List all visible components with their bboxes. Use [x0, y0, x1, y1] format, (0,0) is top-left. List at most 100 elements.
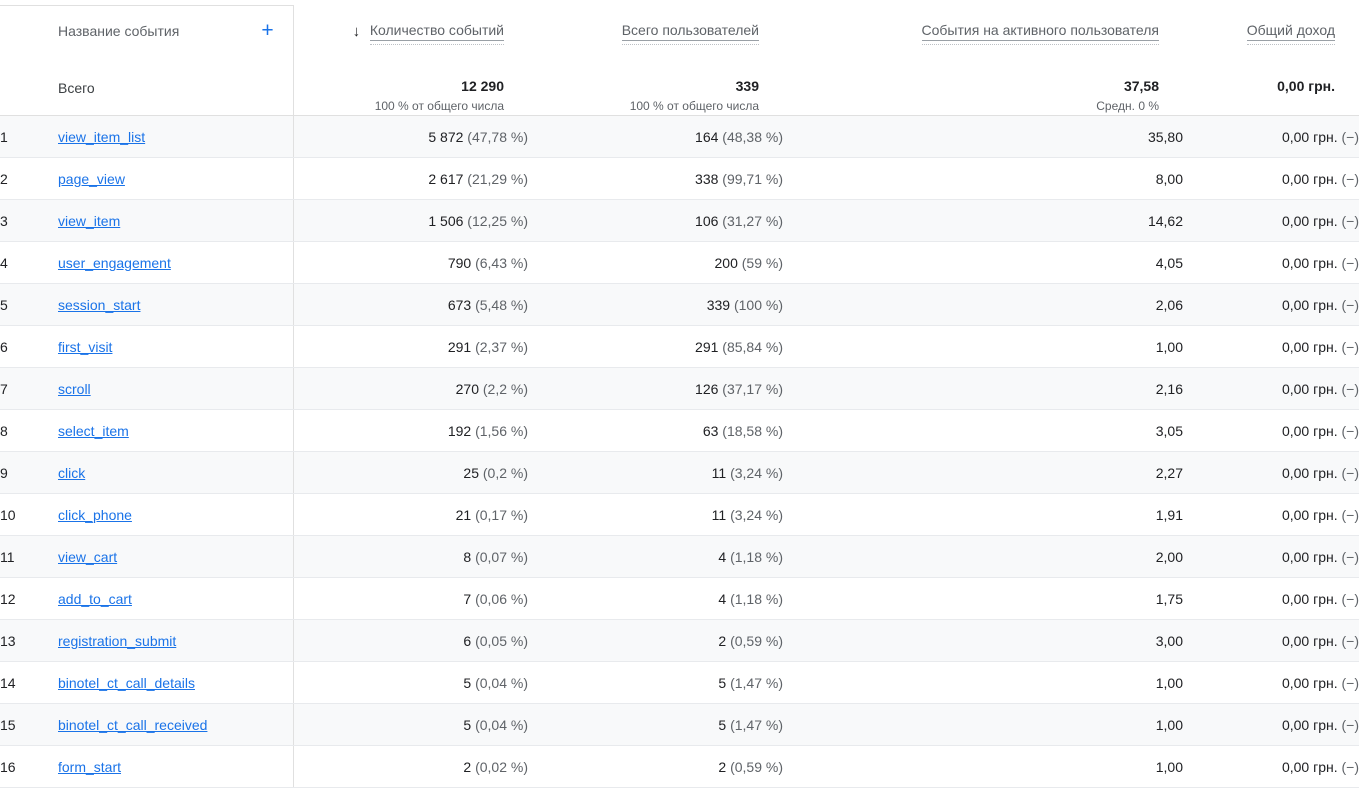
per-user-value: 1,00: [1156, 717, 1183, 733]
arrow-down-icon[interactable]: ↓: [350, 24, 363, 39]
totals-users-cell: 339 100 % от общего числа: [528, 58, 783, 116]
events-percent: (2,37 %): [475, 339, 528, 355]
row-index: 2: [0, 158, 58, 200]
per-user-value: 1,91: [1156, 507, 1183, 523]
users-percent: (1,47 %): [730, 717, 783, 733]
revenue-value: 0,00 грн.: [1282, 255, 1338, 271]
plus-icon[interactable]: +: [255, 19, 281, 45]
users-header-label[interactable]: Всего пользователей: [622, 22, 759, 41]
row-events-cell: 1 506 (12,25 %): [293, 200, 528, 242]
event-name-link[interactable]: scroll: [58, 381, 91, 397]
row-index: 4: [0, 242, 58, 284]
row-revenue-cell: 0,00 грн. (−): [1183, 368, 1359, 410]
event-name-link[interactable]: view_cart: [58, 549, 117, 565]
events-percent: (0,06 %): [475, 591, 528, 607]
event-name-link[interactable]: registration_submit: [58, 633, 176, 649]
row-revenue-cell: 0,00 грн. (−): [1183, 200, 1359, 242]
users-percent: (48,38 %): [722, 129, 783, 145]
event-name-link[interactable]: click_phone: [58, 507, 132, 523]
totals-per-user-sub: Средн. 0 %: [795, 98, 1159, 114]
row-per-user-cell: 2,00: [783, 536, 1183, 578]
row-events-cell: 291 (2,37 %): [293, 326, 528, 368]
row-per-user-cell: 8,00: [783, 158, 1183, 200]
revenue-percent: (−): [1342, 381, 1359, 397]
event-name-link[interactable]: select_item: [58, 423, 129, 439]
events-value: 5: [463, 675, 471, 691]
row-revenue-cell: 0,00 грн. (−): [1183, 662, 1359, 704]
users-value: 2: [718, 633, 726, 649]
row-event-name-cell: user_engagement: [58, 242, 293, 284]
event-name-link[interactable]: binotel_ct_call_received: [58, 717, 207, 733]
event-name-link[interactable]: first_visit: [58, 339, 112, 355]
revenue-percent: (−): [1342, 465, 1359, 481]
totals-per-user-cell: 37,58 Средн. 0 %: [783, 58, 1183, 116]
row-users-cell: 5 (1,47 %): [528, 704, 783, 746]
per-user-value: 1,00: [1156, 339, 1183, 355]
revenue-percent: (−): [1342, 213, 1359, 229]
row-index: 3: [0, 200, 58, 242]
event-name-link[interactable]: add_to_cart: [58, 591, 132, 607]
row-events-cell: 270 (2,2 %): [293, 368, 528, 410]
users-value: 5: [718, 717, 726, 733]
event-name-link[interactable]: view_item: [58, 213, 120, 229]
row-revenue-cell: 0,00 грн. (−): [1183, 326, 1359, 368]
event-name-link[interactable]: form_start: [58, 759, 121, 775]
row-per-user-cell: 1,91: [783, 494, 1183, 536]
event-name-link[interactable]: page_view: [58, 171, 125, 187]
row-event-name-cell: first_visit: [58, 326, 293, 368]
revenue-value: 0,00 грн.: [1282, 465, 1338, 481]
row-events-cell: 2 (0,02 %): [293, 746, 528, 788]
events-percent: (0,17 %): [475, 507, 528, 523]
row-revenue-cell: 0,00 грн. (−): [1183, 284, 1359, 326]
event-name-link[interactable]: session_start: [58, 297, 140, 313]
users-value: 164: [695, 129, 718, 145]
users-value: 11: [712, 507, 727, 523]
revenue-header-cell: Общий доход: [1183, 6, 1359, 59]
events-percent: (1,56 %): [475, 423, 528, 439]
per-user-header-label[interactable]: События на активного пользователя: [922, 22, 1159, 41]
events-percent: (0,04 %): [475, 717, 528, 733]
totals-users-value: 339: [540, 78, 759, 95]
row-revenue-cell: 0,00 грн. (−): [1183, 410, 1359, 452]
events-header-label[interactable]: Количество событий: [370, 22, 504, 41]
event-name-link[interactable]: click: [58, 465, 85, 481]
row-users-cell: 291 (85,84 %): [528, 326, 783, 368]
row-events-cell: 192 (1,56 %): [293, 410, 528, 452]
row-users-cell: 200 (59 %): [528, 242, 783, 284]
event-name-link[interactable]: binotel_ct_call_details: [58, 675, 195, 691]
row-per-user-cell: 3,00: [783, 620, 1183, 662]
row-index: 6: [0, 326, 58, 368]
event-name-link[interactable]: user_engagement: [58, 255, 171, 271]
events-value: 790: [448, 255, 471, 271]
users-value: 4: [718, 591, 726, 607]
revenue-header-label[interactable]: Общий доход: [1247, 22, 1335, 41]
events-value: 1 506: [428, 213, 463, 229]
event-name-link[interactable]: view_item_list: [58, 129, 145, 145]
events-value: 21: [456, 507, 472, 523]
row-users-cell: 4 (1,18 %): [528, 578, 783, 620]
totals-events-sub: 100 % от общего числа: [306, 98, 505, 114]
row-event-name-cell: view_cart: [58, 536, 293, 578]
events-percent: (21,29 %): [467, 171, 528, 187]
row-events-cell: 5 (0,04 %): [293, 662, 528, 704]
row-users-cell: 339 (100 %): [528, 284, 783, 326]
users-value: 63: [703, 423, 719, 439]
revenue-percent: (−): [1342, 675, 1359, 691]
